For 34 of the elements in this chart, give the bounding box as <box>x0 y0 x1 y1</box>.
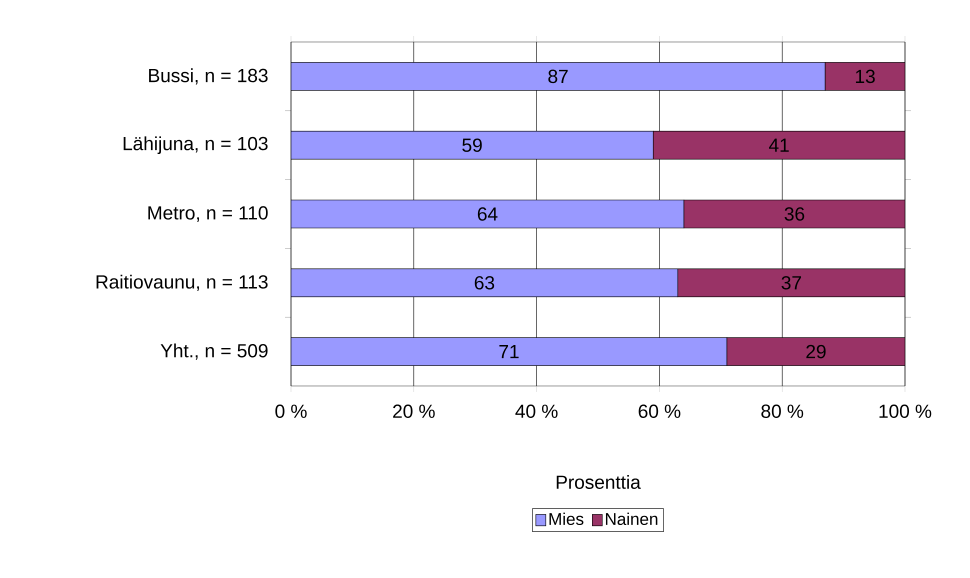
data-label: 29 <box>806 344 826 358</box>
bar <box>291 62 826 91</box>
y-tick-label: Yht., n = 509 <box>160 343 268 360</box>
legend-label: Nainen <box>606 512 658 526</box>
bar <box>824 62 905 91</box>
x-tick-label: 0 % <box>275 404 307 418</box>
bar <box>678 268 905 298</box>
data-label: 64 <box>478 207 498 221</box>
bar <box>684 200 905 228</box>
x-tick-label: 20 % <box>393 404 435 418</box>
bar <box>726 337 905 366</box>
bar <box>291 130 654 160</box>
data-label: 87 <box>548 70 568 84</box>
data-label: 13 <box>856 70 875 84</box>
data-label: 36 <box>784 207 804 221</box>
bar <box>652 130 905 160</box>
x-tick-label: 40 % <box>515 404 558 418</box>
x-tick-label: 80 % <box>761 404 804 418</box>
x-tick-label: 100 % <box>880 404 932 418</box>
bar <box>291 268 678 298</box>
x-tick-label: 60 % <box>638 404 680 418</box>
bar <box>291 200 684 228</box>
data-label: 41 <box>769 138 789 152</box>
y-tick-label: Lähijuna, n = 103 <box>124 136 268 154</box>
y-tick-label: Bussi, n = 183 <box>149 68 268 84</box>
legend-label: Mies <box>550 512 584 526</box>
data-label: 37 <box>782 276 802 290</box>
y-tick-label: Metro, n = 110 <box>148 206 268 222</box>
data-label: 71 <box>499 345 519 358</box>
bar <box>291 337 728 366</box>
x-axis-title: Prosenttia <box>556 474 641 489</box>
data-label: 63 <box>474 276 494 290</box>
data-label: 59 <box>462 138 482 152</box>
y-tick-label: Raitiovaunu, n = 113 <box>96 274 268 291</box>
